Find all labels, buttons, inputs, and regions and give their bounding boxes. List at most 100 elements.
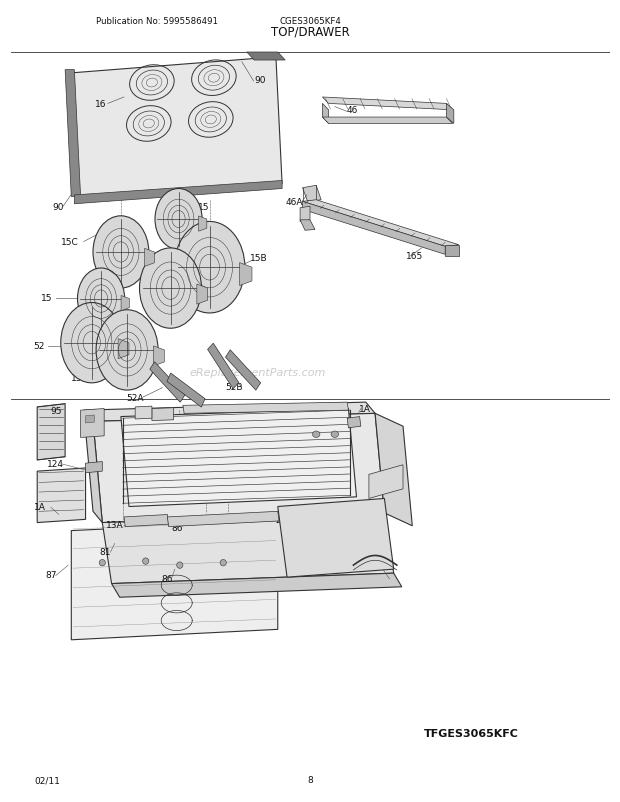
- Text: 13: 13: [202, 406, 213, 415]
- Text: 2: 2: [275, 515, 281, 525]
- Polygon shape: [208, 344, 239, 389]
- Polygon shape: [102, 513, 394, 584]
- Polygon shape: [347, 417, 361, 428]
- Text: 84: 84: [92, 410, 104, 419]
- Polygon shape: [86, 462, 102, 473]
- Ellipse shape: [143, 558, 149, 565]
- Polygon shape: [300, 207, 310, 222]
- Text: 8: 8: [307, 775, 313, 784]
- Text: 52: 52: [33, 342, 45, 351]
- Text: 95: 95: [50, 406, 61, 415]
- Polygon shape: [81, 409, 104, 438]
- Polygon shape: [167, 512, 279, 527]
- Text: 46: 46: [347, 106, 358, 115]
- Polygon shape: [93, 414, 384, 523]
- Polygon shape: [183, 403, 348, 414]
- Polygon shape: [303, 200, 459, 247]
- Polygon shape: [446, 104, 454, 124]
- Text: 60: 60: [199, 484, 210, 494]
- Text: 85: 85: [159, 410, 170, 419]
- Text: TOP/DRAWER: TOP/DRAWER: [270, 26, 350, 38]
- Ellipse shape: [140, 249, 202, 329]
- Polygon shape: [71, 58, 282, 200]
- Text: 13A: 13A: [106, 520, 123, 530]
- Ellipse shape: [177, 562, 183, 569]
- Text: 86: 86: [162, 574, 173, 584]
- Ellipse shape: [312, 431, 320, 438]
- Ellipse shape: [61, 303, 123, 383]
- Text: 4: 4: [376, 561, 383, 570]
- Text: 15A: 15A: [71, 373, 88, 383]
- Polygon shape: [144, 249, 154, 267]
- Ellipse shape: [93, 217, 149, 289]
- Ellipse shape: [96, 310, 158, 391]
- Polygon shape: [152, 408, 174, 421]
- Text: 60: 60: [312, 432, 323, 442]
- Text: 1C: 1C: [135, 406, 148, 415]
- Polygon shape: [445, 245, 459, 257]
- Text: 124: 124: [317, 420, 334, 430]
- Polygon shape: [124, 515, 169, 527]
- Text: 165: 165: [405, 252, 423, 261]
- Text: 81: 81: [100, 547, 111, 557]
- Polygon shape: [322, 104, 329, 124]
- Polygon shape: [65, 71, 81, 197]
- Text: 52B: 52B: [226, 383, 243, 392]
- Ellipse shape: [174, 222, 245, 314]
- Polygon shape: [375, 414, 412, 526]
- Text: 16: 16: [95, 99, 106, 109]
- Text: CGES3065KF4: CGES3065KF4: [279, 17, 341, 26]
- Text: 52: 52: [143, 269, 154, 279]
- Polygon shape: [226, 350, 260, 391]
- Text: TFGES3065KFC: TFGES3065KFC: [423, 728, 519, 738]
- Polygon shape: [150, 363, 185, 403]
- Ellipse shape: [99, 560, 105, 566]
- Ellipse shape: [220, 560, 226, 566]
- Text: 29: 29: [223, 484, 234, 494]
- Polygon shape: [167, 374, 205, 407]
- Polygon shape: [239, 263, 252, 286]
- Polygon shape: [197, 285, 208, 305]
- Polygon shape: [369, 465, 403, 499]
- Text: Publication No: 5995586491: Publication No: 5995586491: [96, 17, 218, 26]
- Text: 02/11: 02/11: [34, 775, 60, 784]
- Ellipse shape: [155, 189, 202, 250]
- Polygon shape: [121, 409, 356, 507]
- Polygon shape: [322, 98, 453, 111]
- Polygon shape: [278, 499, 394, 577]
- Text: 15C: 15C: [61, 237, 79, 247]
- Text: 90: 90: [52, 202, 63, 212]
- Text: 52A: 52A: [126, 393, 144, 403]
- Polygon shape: [300, 221, 315, 231]
- Text: 1A: 1A: [34, 502, 46, 512]
- Ellipse shape: [78, 269, 125, 330]
- Polygon shape: [135, 407, 152, 419]
- Polygon shape: [84, 403, 375, 422]
- Text: 15: 15: [42, 294, 53, 303]
- Text: 46A: 46A: [286, 197, 303, 207]
- Polygon shape: [37, 468, 86, 523]
- Polygon shape: [198, 217, 207, 232]
- Text: 1: 1: [237, 448, 244, 458]
- Ellipse shape: [331, 431, 339, 438]
- Text: 86: 86: [171, 523, 182, 533]
- Polygon shape: [247, 53, 285, 61]
- Polygon shape: [118, 339, 129, 359]
- Text: eReplacementParts.com: eReplacementParts.com: [189, 368, 326, 378]
- Polygon shape: [303, 202, 445, 255]
- Polygon shape: [84, 411, 102, 523]
- Text: 1A: 1A: [358, 404, 371, 414]
- Text: 124: 124: [47, 459, 64, 468]
- Polygon shape: [37, 404, 65, 460]
- Polygon shape: [322, 118, 453, 124]
- Polygon shape: [303, 186, 321, 202]
- Polygon shape: [112, 573, 402, 597]
- Text: 87: 87: [45, 570, 56, 580]
- Text: 90: 90: [255, 75, 266, 85]
- Text: 39: 39: [373, 526, 384, 536]
- Polygon shape: [86, 415, 94, 423]
- Polygon shape: [74, 181, 282, 205]
- Polygon shape: [121, 296, 130, 311]
- Text: 15B: 15B: [250, 253, 268, 263]
- Text: 29: 29: [334, 432, 345, 442]
